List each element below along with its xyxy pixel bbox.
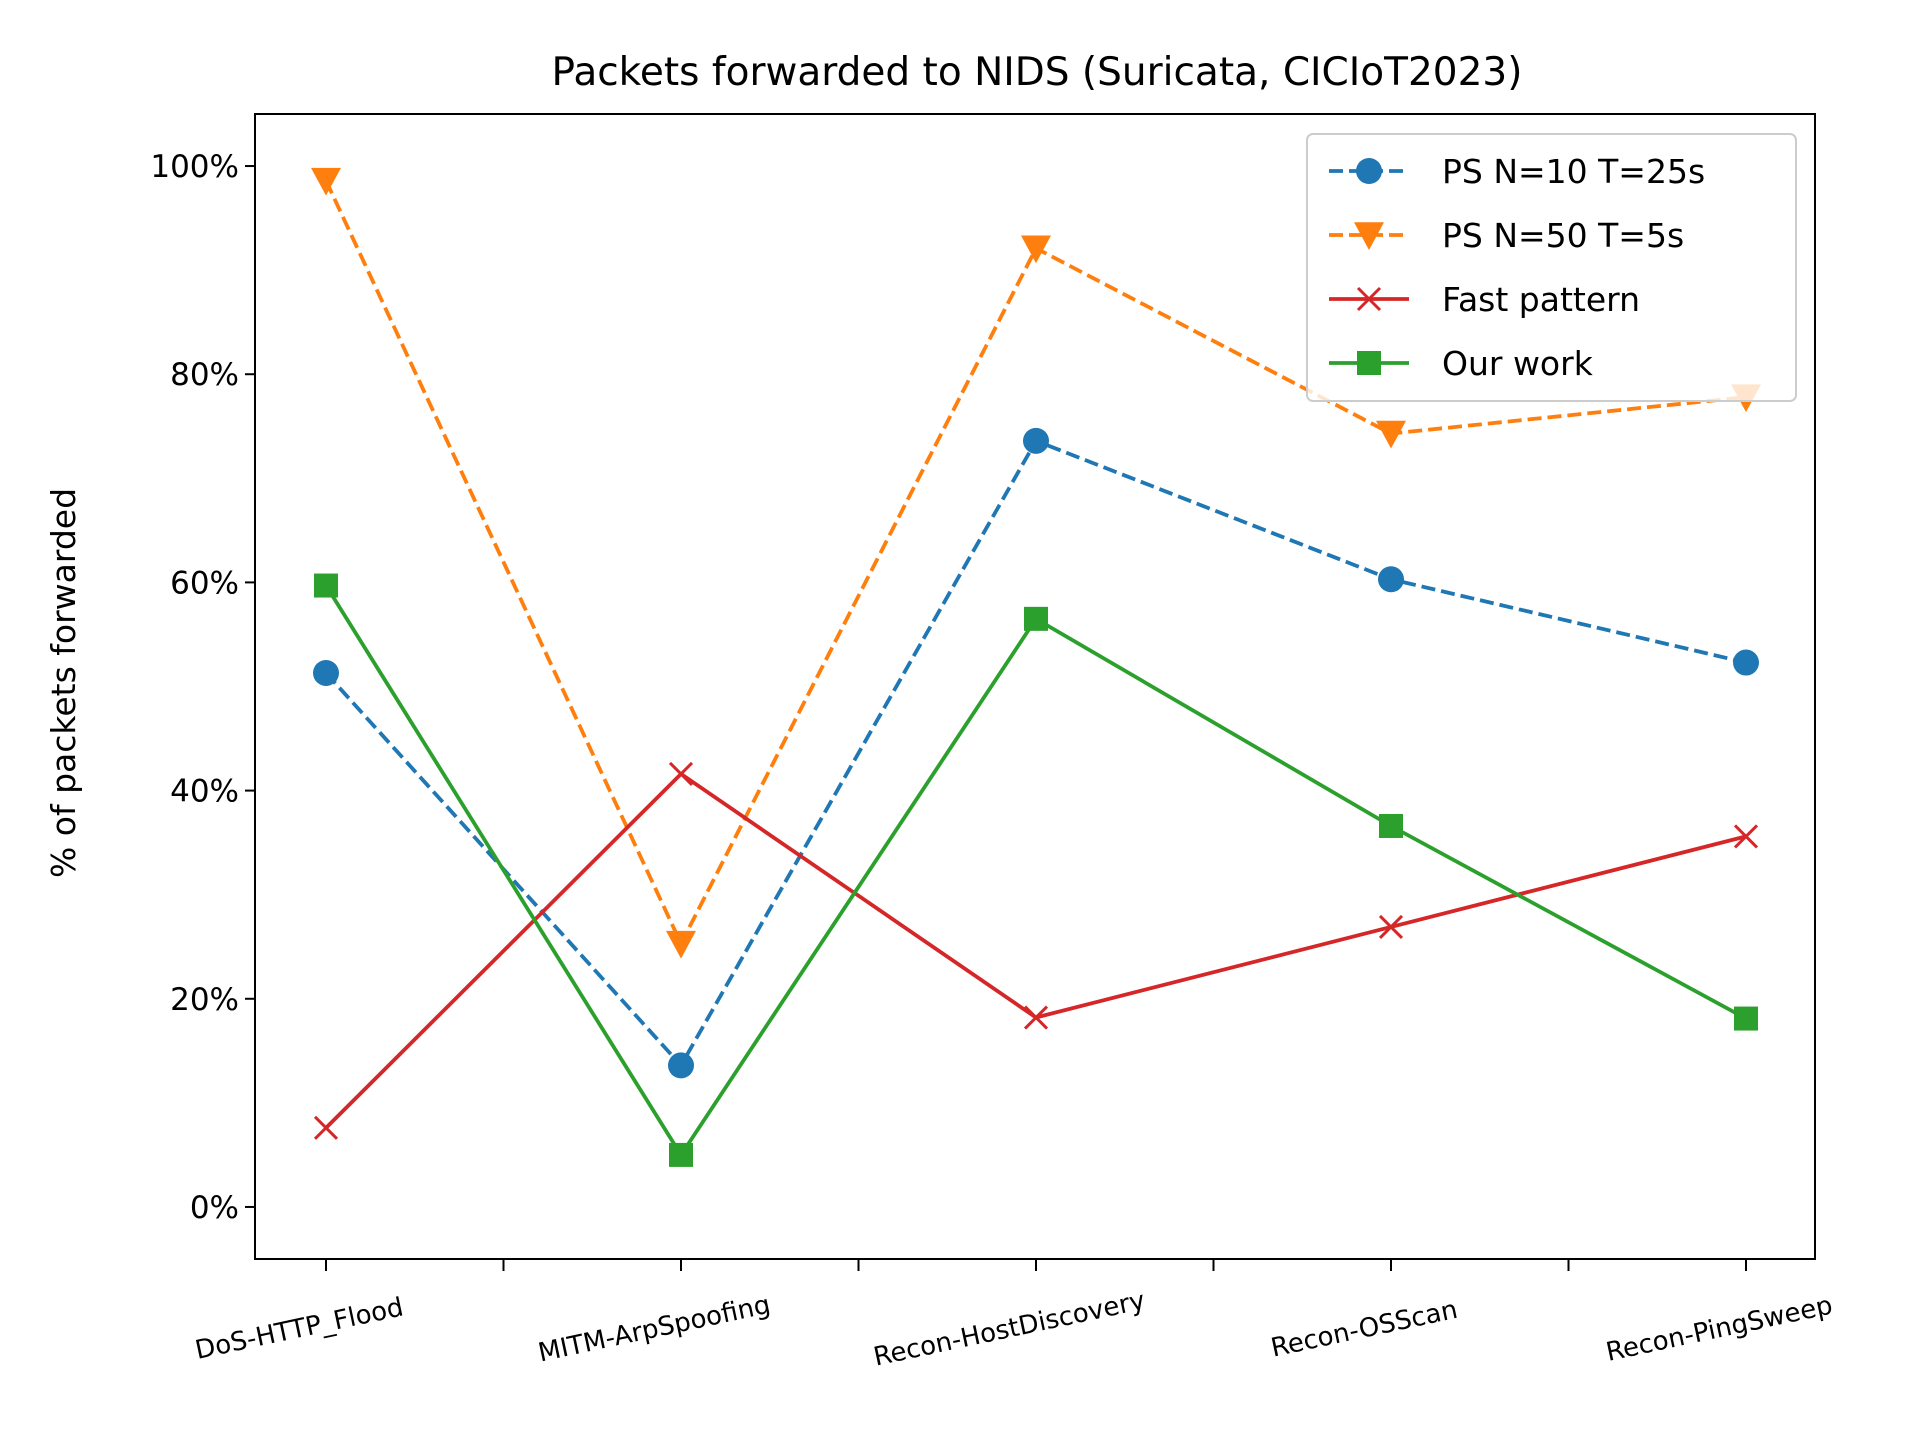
y-tick-label: 40% xyxy=(170,774,239,810)
data-point xyxy=(666,930,696,959)
data-point xyxy=(669,1142,693,1167)
series-ps-n-10-t-25s xyxy=(313,427,1759,1079)
legend-marker xyxy=(1354,222,1384,250)
axes-frame xyxy=(254,113,1816,1260)
data-point xyxy=(313,1115,339,1140)
y-axis-label: % of packets forwarded xyxy=(44,488,83,878)
data-point xyxy=(1376,420,1406,449)
data-point xyxy=(668,761,694,786)
series-line xyxy=(324,438,1747,1068)
chart-title: Packets forwarded to NIDS (Suricata, CIC… xyxy=(552,50,1523,95)
data-point xyxy=(668,1052,694,1079)
series-fast-pattern xyxy=(313,761,1759,1140)
series-line xyxy=(324,584,1747,1157)
data-point xyxy=(1733,649,1759,676)
data-point xyxy=(1734,1006,1758,1031)
legend-marker xyxy=(1356,158,1382,184)
data-point xyxy=(1023,427,1049,454)
x-tick-label: DoS-HTTP_Flood xyxy=(193,1292,406,1365)
x-tick-label: Recon-HostDiscovery xyxy=(871,1286,1148,1373)
series-line xyxy=(324,772,1747,1130)
data-point xyxy=(1378,566,1404,593)
data-point xyxy=(314,573,338,598)
data-point xyxy=(313,659,339,686)
data-point xyxy=(1379,813,1403,838)
legend-label: Our work xyxy=(1442,344,1594,383)
data-point xyxy=(1378,914,1404,940)
y-tick-label: 20% xyxy=(170,982,239,1018)
series-our-work xyxy=(314,573,1758,1167)
y-tick-label: 0% xyxy=(190,1190,239,1226)
data-point xyxy=(1023,1005,1049,1030)
data-point xyxy=(1733,824,1759,849)
data-point xyxy=(311,167,341,196)
data-point xyxy=(1024,606,1048,631)
legend-marker xyxy=(1357,351,1381,375)
y-tick-label: 80% xyxy=(170,357,239,393)
legend-box xyxy=(1306,133,1797,402)
x-tick-label: Recon-PingSweep xyxy=(1603,1291,1835,1368)
y-tick-label: 60% xyxy=(170,565,239,601)
y-tick-label: 100% xyxy=(150,149,239,185)
legend-label: Fast pattern xyxy=(1442,280,1640,319)
x-tick-label: MITM-ArpSpoofing xyxy=(536,1290,773,1368)
data-point xyxy=(1021,235,1051,264)
legend-label: PS N=50 T=5s xyxy=(1442,216,1684,255)
legend-label: PS N=10 T=25s xyxy=(1442,152,1705,191)
legend: PS N=10 T=25s PS N=50 T=5s Fast pattern Our… xyxy=(1306,133,1797,402)
legend-marker xyxy=(1356,286,1382,312)
x-tick-label: Recon-OSScan xyxy=(1268,1295,1460,1364)
